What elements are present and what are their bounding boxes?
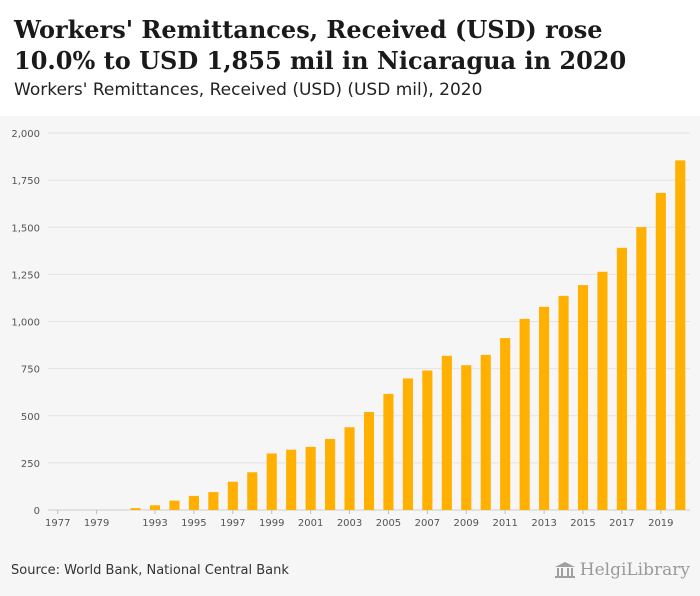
y-tick-label: 1,250 [11, 270, 40, 281]
x-tick-label: 2011 [492, 518, 517, 529]
bar [227, 481, 238, 510]
chart-subtitle: Workers' Remittances, Received (USD) (US… [14, 80, 483, 100]
bar [325, 438, 336, 510]
bar [130, 508, 141, 510]
bar [636, 227, 647, 510]
bar [422, 370, 433, 510]
x-tick-label: 1999 [259, 518, 284, 529]
x-tick-label: 1995 [181, 518, 206, 529]
bar [480, 354, 491, 510]
x-tick-label: 2005 [376, 518, 401, 529]
bar [266, 453, 277, 510]
x-tick-label: 2013 [531, 518, 556, 529]
x-tick-label: 1997 [220, 518, 245, 529]
bar [149, 505, 161, 510]
y-tick-label: 250 [21, 459, 40, 470]
bar [286, 449, 297, 510]
library-building-icon [554, 562, 575, 578]
bar [558, 295, 569, 510]
x-tick-label: 2007 [415, 518, 440, 529]
x-tick-label: 1993 [142, 518, 167, 529]
bar [188, 495, 199, 510]
bar [500, 338, 511, 510]
y-tick-label: 1,000 [11, 318, 40, 329]
bar [441, 355, 452, 510]
x-tick-label: 1979 [84, 518, 109, 529]
x-tick-label: 2015 [570, 518, 595, 529]
y-tick-label: 1,750 [11, 176, 40, 187]
y-tick-label: 500 [21, 412, 40, 423]
bar [169, 500, 180, 510]
bar [344, 427, 355, 510]
x-tick-label: 2017 [609, 518, 634, 529]
bar [675, 160, 686, 510]
bar [247, 472, 258, 510]
chart-title: Workers' Remittances, Received (USD) ros… [14, 15, 627, 75]
y-tick-label: 1,500 [11, 223, 40, 234]
helgilibrary-logo[interactable]: HelgiLibrary [554, 560, 690, 580]
bar [208, 492, 219, 510]
x-tick-label: 2009 [454, 518, 479, 529]
bar [616, 247, 627, 510]
x-tick-label: 2019 [648, 518, 673, 529]
y-tick-label: 750 [21, 365, 40, 376]
bar [539, 306, 550, 510]
x-tick-label: 2003 [337, 518, 362, 529]
x-tick-label: 1977 [45, 518, 70, 529]
bar [519, 318, 530, 510]
x-tick-label: 2001 [298, 518, 323, 529]
bar [305, 446, 316, 510]
bar [461, 365, 472, 510]
y-tick-label: 0 [34, 506, 40, 517]
bar [363, 411, 375, 510]
logo-text: HelgiLibrary [579, 560, 690, 580]
bar [402, 378, 413, 510]
bar [383, 393, 394, 510]
bar [655, 192, 666, 510]
bar [577, 285, 589, 510]
bar-chart: 0 250 500 750 1,000 1,250 1,500 1,750 2,000 1977 1… [11, 129, 690, 529]
y-tick-label: 2,000 [11, 129, 40, 140]
source-note: Source: World Bank, National Central Ban… [11, 563, 289, 578]
bar [597, 271, 608, 510]
